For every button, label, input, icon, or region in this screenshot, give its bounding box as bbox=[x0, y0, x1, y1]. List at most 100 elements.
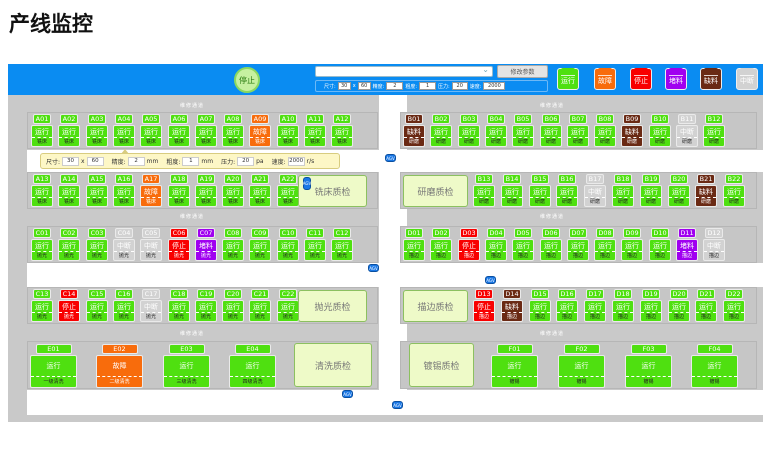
line-select[interactable]: ⌄ bbox=[315, 65, 493, 77]
machine-card-C09[interactable]: C09 运行 抛光 bbox=[249, 228, 271, 261]
machine-card-B17[interactable]: B17 中断 研磨 bbox=[584, 174, 606, 207]
machine-card-F02[interactable]: F02 运行 镀锡 bbox=[558, 344, 605, 388]
machine-card-C19[interactable]: C19 运行 抛光 bbox=[195, 289, 217, 322]
machine-card-D09[interactable]: D09 运行 描边 bbox=[621, 228, 643, 261]
machine-card-C20[interactable]: C20 运行 抛光 bbox=[222, 289, 244, 322]
machine-card-D17[interactable]: D17 运行 描边 bbox=[584, 289, 606, 322]
machine-card-B19[interactable]: B19 运行 研磨 bbox=[640, 174, 662, 207]
speed-input[interactable]: 2000 bbox=[483, 82, 506, 90]
legend-0[interactable]: 运行 bbox=[557, 68, 579, 90]
machine-card-A05[interactable]: A05 运行 铣床 bbox=[140, 114, 162, 147]
machine-card-D01[interactable]: D01 运行 描边 bbox=[403, 228, 425, 261]
machine-card-E04[interactable]: E04 运行 四级清洗 bbox=[229, 344, 276, 388]
machine-card-B11[interactable]: B11 中断 研磨 bbox=[676, 114, 698, 147]
machine-card-D08[interactable]: D08 运行 描边 bbox=[594, 228, 616, 261]
machine-card-D15[interactable]: D15 运行 描边 bbox=[529, 289, 551, 322]
tt-roughness[interactable]: 1 bbox=[182, 156, 200, 166]
machine-card-B10[interactable]: B10 运行 研磨 bbox=[649, 114, 671, 147]
machine-card-D11[interactable]: D11 堵料 描边 bbox=[676, 228, 698, 261]
machine-card-A22[interactable]: A22 运行 铣床 bbox=[277, 174, 299, 207]
machine-card-D05[interactable]: D05 运行 描边 bbox=[512, 228, 534, 261]
size-h-input[interactable]: 60 bbox=[357, 82, 371, 90]
machine-card-C14[interactable]: C14 停止 抛光 bbox=[58, 289, 80, 322]
machine-card-A16[interactable]: A16 运行 铣床 bbox=[113, 174, 135, 207]
agv-icon[interactable]: AGV bbox=[303, 177, 311, 190]
machine-card-D04[interactable]: D04 运行 描边 bbox=[485, 228, 507, 261]
machine-card-C10[interactable]: C10 运行 抛光 bbox=[277, 228, 299, 261]
machine-card-A09[interactable]: A09 故障 铣床 bbox=[249, 114, 271, 147]
machine-card-F04[interactable]: F04 运行 镀锡 bbox=[691, 344, 738, 388]
machine-card-D18[interactable]: D18 运行 描边 bbox=[612, 289, 634, 322]
machine-card-B05[interactable]: B05 运行 研磨 bbox=[512, 114, 534, 147]
machine-card-D03[interactable]: D03 停止 描边 bbox=[458, 228, 480, 261]
machine-card-A14[interactable]: A14 运行 铣床 bbox=[58, 174, 80, 207]
machine-card-C11[interactable]: C11 运行 抛光 bbox=[304, 228, 326, 261]
machine-card-B14[interactable]: B14 运行 研磨 bbox=[501, 174, 523, 207]
roughness-input[interactable]: 1 bbox=[419, 82, 437, 90]
machine-card-B08[interactable]: B08 运行 研磨 bbox=[594, 114, 616, 147]
pressure-input[interactable]: 20 bbox=[451, 82, 468, 90]
machine-card-D16[interactable]: D16 运行 描边 bbox=[556, 289, 578, 322]
machine-card-C02[interactable]: C02 运行 抛光 bbox=[58, 228, 80, 261]
machine-card-A21[interactable]: A21 运行 铣床 bbox=[249, 174, 271, 207]
machine-card-C16[interactable]: C16 运行 抛光 bbox=[113, 289, 135, 322]
machine-card-B22[interactable]: B22 运行 研磨 bbox=[723, 174, 745, 207]
machine-card-B12[interactable]: B12 运行 研磨 bbox=[703, 114, 725, 147]
machine-card-B15[interactable]: B15 运行 研磨 bbox=[529, 174, 551, 207]
tt-precision[interactable]: 2 bbox=[127, 156, 145, 166]
machine-card-D14[interactable]: D14 缺料 描边 bbox=[501, 289, 523, 322]
machine-card-C17[interactable]: C17 中断 抛光 bbox=[140, 289, 162, 322]
legend-2[interactable]: 停止 bbox=[630, 68, 652, 90]
machine-card-B07[interactable]: B07 运行 研磨 bbox=[567, 114, 589, 147]
machine-card-B06[interactable]: B06 运行 研磨 bbox=[540, 114, 562, 147]
tt-size-h[interactable]: 60 bbox=[86, 156, 104, 166]
machine-card-D06[interactable]: D06 运行 描边 bbox=[540, 228, 562, 261]
machine-card-D12[interactable]: D12 中断 描边 bbox=[703, 228, 725, 261]
quality-check-station[interactable]: 抛光质检 bbox=[298, 290, 367, 322]
machine-card-D21[interactable]: D21 运行 描边 bbox=[695, 289, 717, 322]
machine-card-A19[interactable]: A19 运行 铣床 bbox=[195, 174, 217, 207]
machine-card-B09[interactable]: B09 缺料 研磨 bbox=[621, 114, 643, 147]
modify-params-button[interactable]: 修改参数 bbox=[497, 65, 548, 78]
agv-icon[interactable]: AGV bbox=[385, 154, 396, 162]
machine-card-A15[interactable]: A15 运行 铣床 bbox=[86, 174, 108, 207]
quality-check-station[interactable]: 描边质检 bbox=[403, 290, 468, 322]
machine-card-B13[interactable]: B13 运行 研磨 bbox=[473, 174, 495, 207]
agv-icon[interactable]: AGV bbox=[342, 390, 353, 398]
agv-icon[interactable]: AGV bbox=[368, 264, 379, 272]
machine-card-A03[interactable]: A03 运行 铣床 bbox=[86, 114, 108, 147]
agv-icon[interactable]: AGV bbox=[392, 401, 403, 409]
stop-button[interactable]: 停止 bbox=[234, 67, 260, 93]
machine-card-A13[interactable]: A13 运行 铣床 bbox=[31, 174, 53, 207]
machine-card-D13[interactable]: D13 停止 描边 bbox=[473, 289, 495, 322]
legend-4[interactable]: 缺料 bbox=[700, 68, 722, 90]
machine-card-A10[interactable]: A10 运行 铣床 bbox=[277, 114, 299, 147]
machine-card-B04[interactable]: B04 运行 研磨 bbox=[485, 114, 507, 147]
tt-speed[interactable]: 2000 bbox=[287, 156, 305, 166]
size-w-input[interactable]: 30 bbox=[337, 82, 351, 90]
machine-card-A20[interactable]: A20 运行 铣床 bbox=[222, 174, 244, 207]
machine-card-E03[interactable]: E03 运行 三级清洗 bbox=[163, 344, 210, 388]
machine-card-D19[interactable]: D19 运行 描边 bbox=[640, 289, 662, 322]
machine-card-C05[interactable]: C05 中断 抛光 bbox=[140, 228, 162, 261]
machine-card-F01[interactable]: F01 运行 镀锡 bbox=[491, 344, 538, 388]
machine-card-C15[interactable]: C15 运行 抛光 bbox=[86, 289, 108, 322]
machine-card-E02[interactable]: E02 故障 二级清洗 bbox=[96, 344, 143, 388]
machine-card-B16[interactable]: B16 运行 研磨 bbox=[556, 174, 578, 207]
machine-card-C01[interactable]: C01 运行 抛光 bbox=[31, 228, 53, 261]
machine-card-C12[interactable]: C12 运行 抛光 bbox=[331, 228, 353, 261]
quality-check-station[interactable]: 清洗质检 bbox=[294, 343, 372, 387]
quality-check-station[interactable]: 研磨质检 bbox=[403, 175, 468, 207]
machine-card-B18[interactable]: B18 运行 研磨 bbox=[612, 174, 634, 207]
machine-card-A01[interactable]: A01 运行 铣床 bbox=[31, 114, 53, 147]
quality-check-station[interactable]: 镀锡质检 bbox=[409, 343, 474, 387]
machine-card-B01[interactable]: B01 缺料 研磨 bbox=[403, 114, 425, 147]
precision-input[interactable]: 2 bbox=[386, 82, 404, 90]
machine-card-D10[interactable]: D10 运行 描边 bbox=[649, 228, 671, 261]
machine-card-A07[interactable]: A07 运行 铣床 bbox=[195, 114, 217, 147]
machine-card-C07[interactable]: C07 堵料 抛光 bbox=[195, 228, 217, 261]
machine-card-A11[interactable]: A11 运行 铣床 bbox=[304, 114, 326, 147]
machine-card-A17[interactable]: A17 故障 铣床 bbox=[140, 174, 162, 207]
machine-card-A04[interactable]: A04 运行 铣床 bbox=[113, 114, 135, 147]
machine-card-E01[interactable]: E01 运行 一级清洗 bbox=[30, 344, 77, 388]
